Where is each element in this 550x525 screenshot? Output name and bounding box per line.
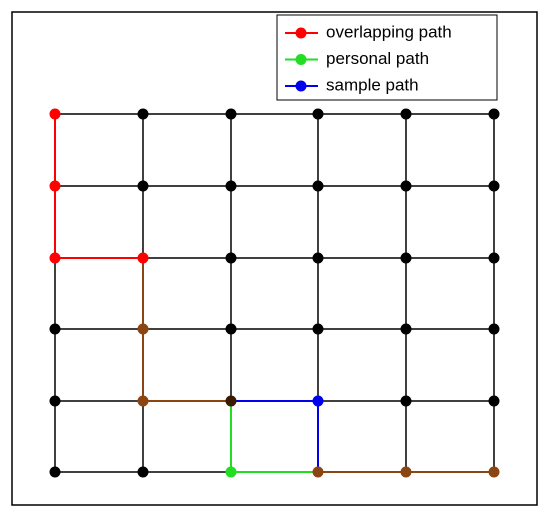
- nodes: [49, 108, 500, 478]
- node: [49, 395, 61, 407]
- node: [137, 323, 149, 335]
- legend: overlapping path personal path sample path: [276, 14, 498, 101]
- node: [137, 252, 149, 264]
- node: [225, 395, 237, 407]
- node: [312, 466, 324, 478]
- node: [225, 180, 237, 192]
- node: [312, 395, 324, 407]
- legend-label: personal path: [326, 49, 429, 68]
- node: [400, 180, 412, 192]
- node: [400, 395, 412, 407]
- shared-path: [142, 258, 231, 402]
- legend-label: sample path: [326, 75, 419, 94]
- overlap-path: [54, 114, 143, 259]
- node: [137, 466, 149, 478]
- node: [137, 108, 149, 120]
- node: [488, 180, 500, 192]
- node: [225, 252, 237, 264]
- node: [49, 466, 61, 478]
- node: [225, 466, 237, 478]
- node: [49, 108, 61, 120]
- node: [49, 180, 61, 192]
- legend-label: overlapping path: [326, 22, 452, 41]
- node: [488, 395, 500, 407]
- node: [312, 323, 324, 335]
- node: [488, 108, 500, 120]
- node: [225, 323, 237, 335]
- node: [400, 323, 412, 335]
- node: [312, 108, 324, 120]
- node: [137, 395, 149, 407]
- node: [225, 108, 237, 120]
- legend-marker: [295, 27, 307, 39]
- node: [488, 323, 500, 335]
- node: [312, 180, 324, 192]
- node: [488, 466, 500, 478]
- node: [49, 323, 61, 335]
- node: [400, 108, 412, 120]
- node: [137, 180, 149, 192]
- node: [49, 252, 61, 264]
- node: [400, 466, 412, 478]
- legend-marker: [295, 54, 307, 65]
- node: [488, 252, 500, 264]
- legend-marker: [295, 80, 307, 92]
- node: [312, 252, 324, 264]
- node: [400, 252, 412, 264]
